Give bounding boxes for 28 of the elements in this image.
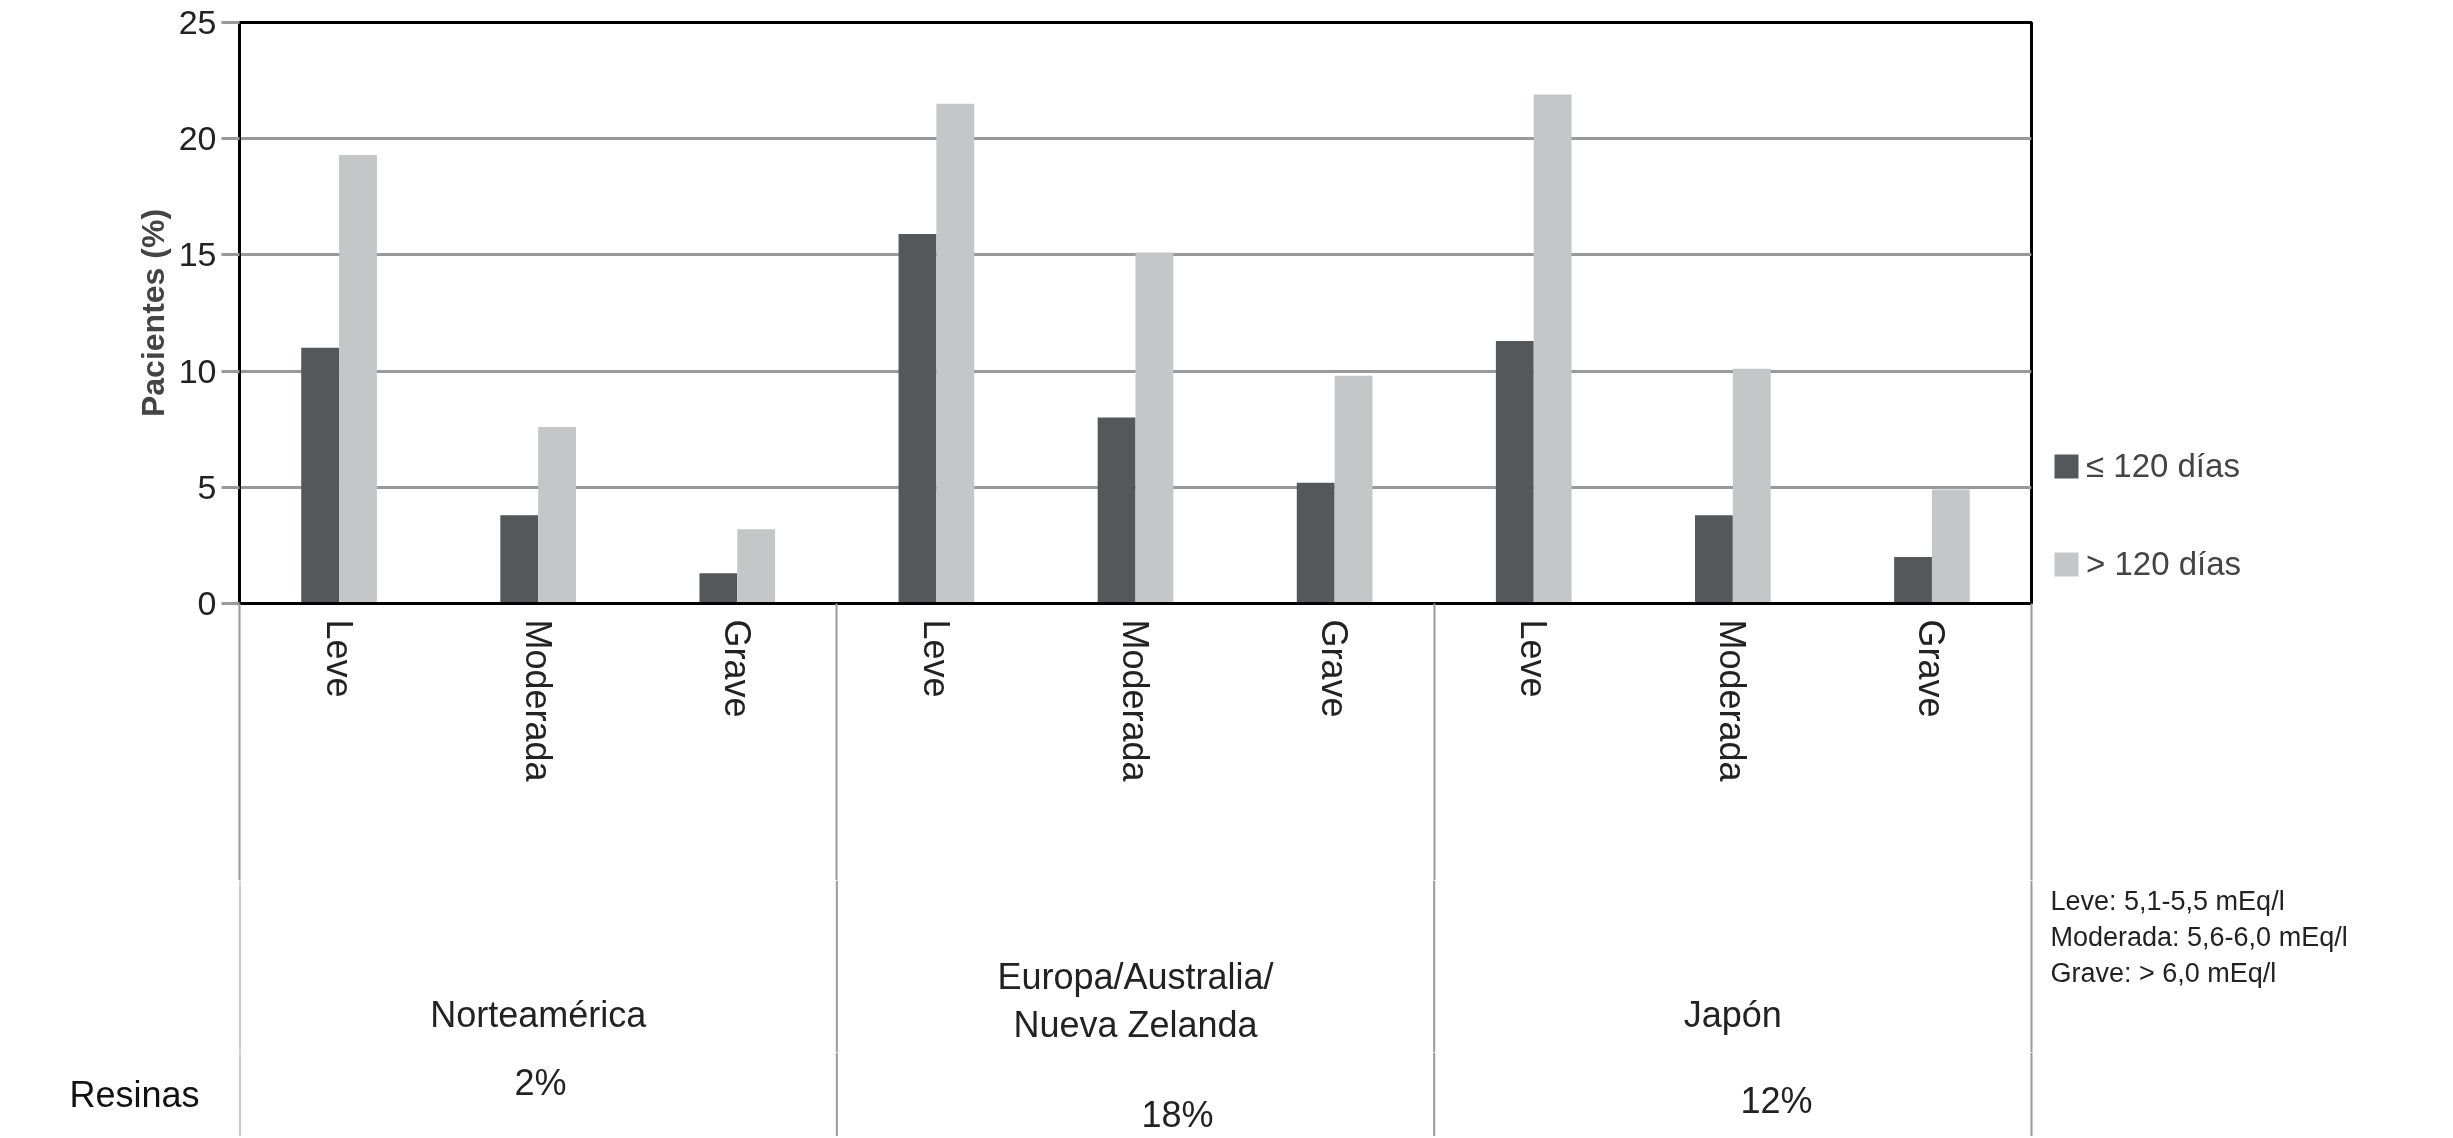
text: 18% <box>1141 1094 1214 1135</box>
x-tick-label: Moderada <box>517 619 559 783</box>
x-tick-label: Grave <box>716 619 758 718</box>
text: Grave: > 6,0 mEq/l <box>2050 957 2277 988</box>
x-tick-label: Leve <box>1513 619 1555 698</box>
text: Japón <box>1683 994 1782 1035</box>
text: Norteamérica <box>430 994 648 1035</box>
legend-label: > 120 días <box>2086 545 2242 583</box>
text: Resinas <box>69 1074 200 1115</box>
x-tick-label: Leve <box>915 619 957 698</box>
y-tick-label: 10 <box>178 351 217 390</box>
x-tick-label: Moderada <box>1115 619 1156 783</box>
x-tick-label: Grave <box>1911 619 1953 718</box>
y-tick-label: 5 <box>197 467 217 506</box>
y-axis-title: Pacientes (%) <box>134 208 171 418</box>
text: Europa/Australia/ Nueva Zelanda <box>997 956 1274 1045</box>
x-tick-label: Moderada <box>1712 619 1754 783</box>
x-tick-label: Grave <box>1314 619 1356 718</box>
y-tick-label: 25 <box>178 3 217 41</box>
legend-label: ≤ 120 días <box>2086 447 2240 485</box>
text: Moderada: 5,6-6,0 mEq/l <box>2050 921 2348 952</box>
text: Leve: 5,1-5,5 mEq/l <box>2050 885 2285 916</box>
text: 12% <box>1740 1080 1813 1121</box>
x-tick-label: Leve <box>318 619 360 698</box>
y-tick-label: 0 <box>197 584 217 622</box>
y-tick-label: 20 <box>178 119 217 158</box>
text: 2% <box>514 1062 567 1103</box>
y-tick-label: 15 <box>178 235 217 274</box>
